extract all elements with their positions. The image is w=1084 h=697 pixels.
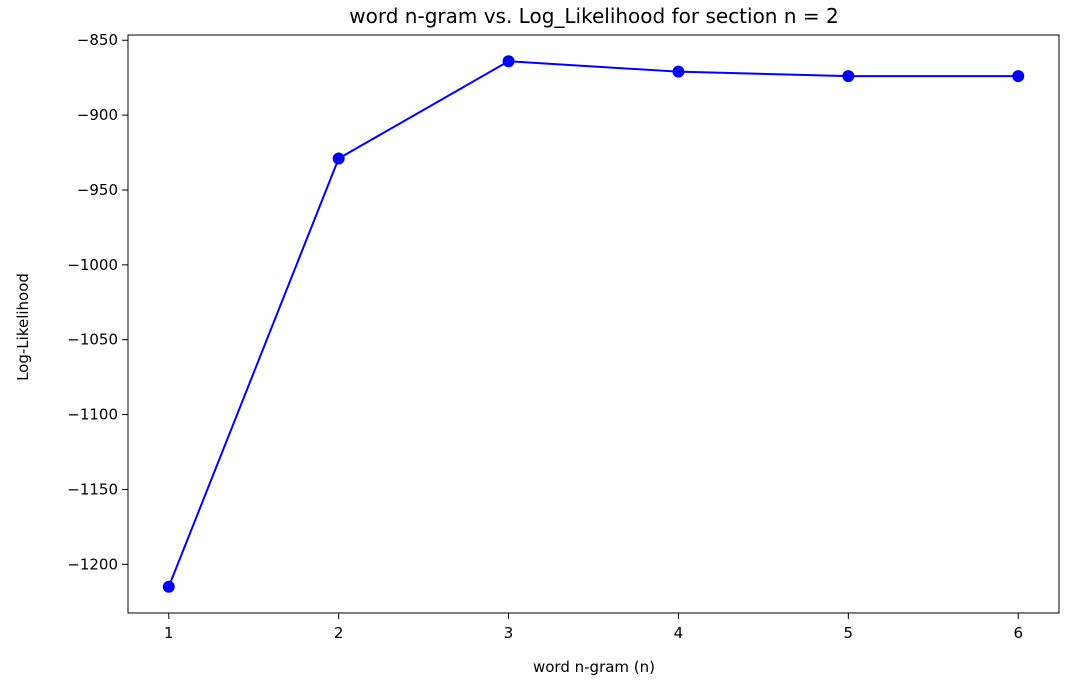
x-tick-label: 1 (164, 624, 174, 642)
x-tick-label: 3 (504, 624, 514, 642)
chart-title: word n-gram vs. Log_Likelihood for secti… (349, 4, 838, 28)
data-point (502, 55, 515, 68)
x-axis-label: word n-gram (n) (533, 658, 655, 676)
data-point (162, 580, 175, 593)
x-tick-label: 6 (1013, 624, 1023, 642)
y-tick-label: −950 (77, 181, 118, 199)
y-tick-label: −850 (77, 31, 118, 49)
data-point (842, 70, 855, 83)
y-axis-label: Log-Likelihood (14, 273, 32, 381)
y-tick-label: −1200 (67, 555, 118, 573)
data-point (672, 65, 685, 78)
y-tick-label: −900 (77, 106, 118, 124)
data-point (332, 152, 345, 165)
plot-frame (127, 34, 1060, 614)
y-tick-label: −1100 (67, 406, 118, 424)
plot-area: 1 2 3 4 5 6 −850 −900 −950 −1000 −1050 −1100 −1150 −1… (67, 31, 1060, 642)
y-tick-label: −1050 (67, 331, 118, 349)
series-line (167, 60, 1019, 588)
x-tick-label: 4 (674, 624, 684, 642)
y-tick-label: −1150 (67, 480, 118, 498)
x-tick-label: 2 (334, 624, 344, 642)
data-point (1012, 70, 1025, 83)
y-tick-label: −1000 (67, 256, 118, 274)
x-tick-label: 5 (844, 624, 854, 642)
